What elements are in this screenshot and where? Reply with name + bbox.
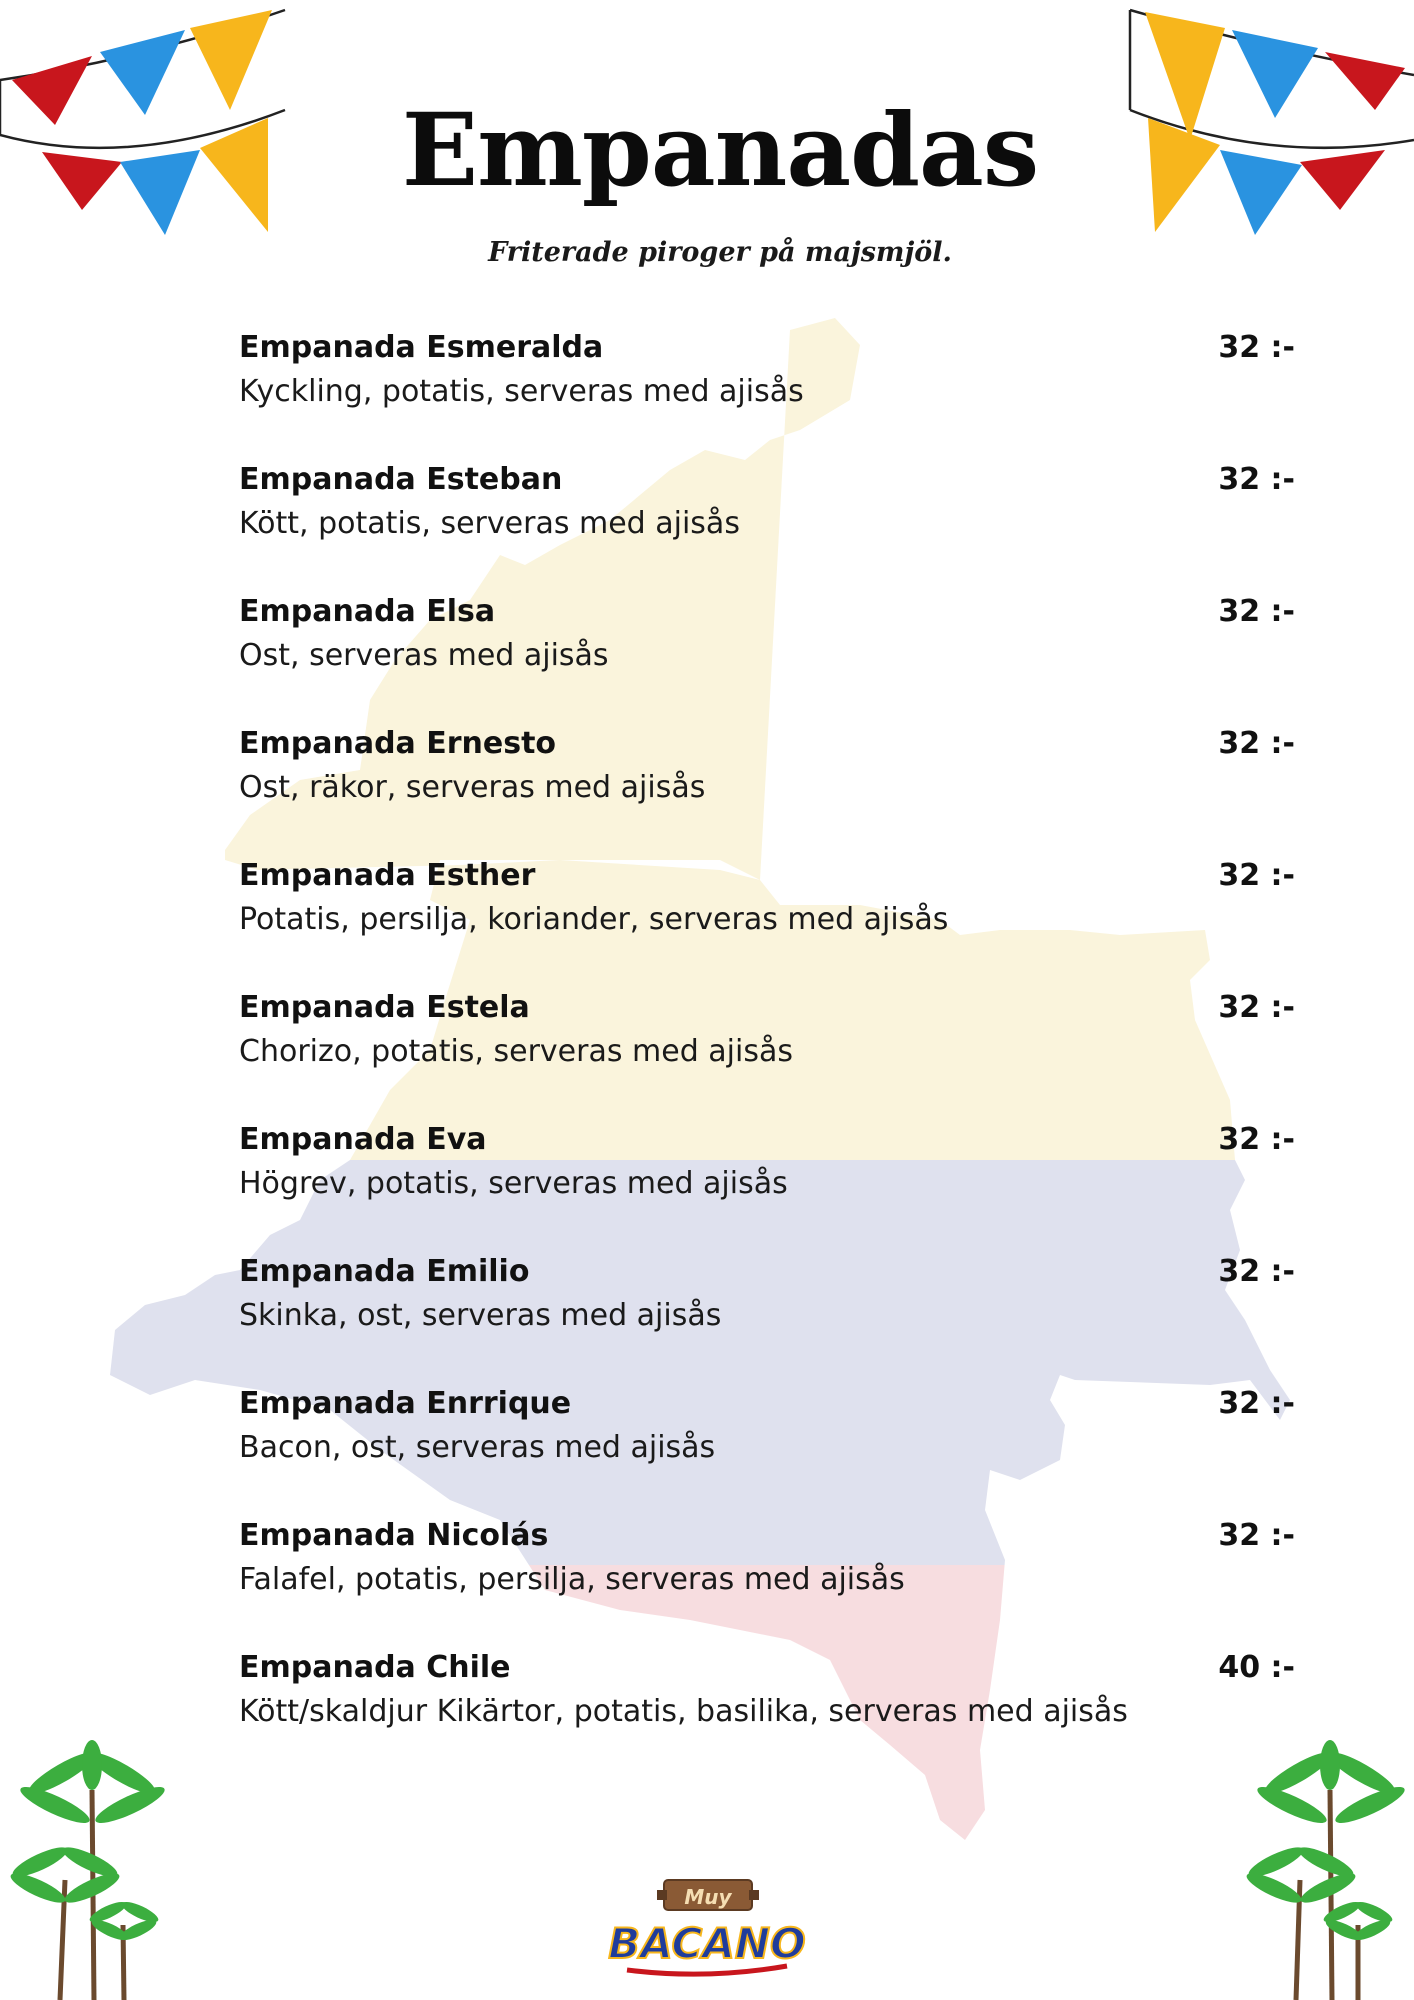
item-description: Högrev, potatis, serveras med ajisås bbox=[239, 1166, 788, 1201]
menu-item: Empanada Esteban 32 :- Kött, potatis, se… bbox=[239, 462, 1295, 594]
menu-item: Empanada Elsa 32 :- Ost, serveras med aj… bbox=[239, 594, 1295, 726]
menu-item: Empanada Ernesto 32 :- Ost, räkor, serve… bbox=[239, 726, 1295, 858]
item-price: 32 :- bbox=[1218, 330, 1295, 365]
item-name: Empanada Eva bbox=[239, 1122, 487, 1157]
item-price: 32 :- bbox=[1218, 462, 1295, 497]
item-description: Bacon, ost, serveras med ajisås bbox=[239, 1430, 716, 1465]
menu-item: Empanada Nicolás 32 :- Falafel, potatis,… bbox=[239, 1518, 1295, 1650]
item-name: Empanada Chile bbox=[239, 1650, 511, 1685]
menu-item: Empanada Esther 32 :- Potatis, persilja,… bbox=[239, 858, 1295, 990]
page-subtitle: Friterade piroger på majsmjöl. bbox=[488, 237, 952, 268]
menu-list: Empanada Esmeralda 32 :- Kyckling, potat… bbox=[239, 330, 1295, 1782]
item-description: Skinka, ost, serveras med ajisås bbox=[239, 1298, 722, 1333]
muy-bacano-logo: Muy BACANO bbox=[607, 1879, 807, 1977]
item-name: Empanada Esther bbox=[239, 858, 536, 893]
bunting-right-decoration bbox=[1128, 8, 1414, 235]
menu-item: Empanada Chile 40 :- Kött/skaldjur Kikär… bbox=[239, 1650, 1295, 1782]
item-name: Empanada Esteban bbox=[239, 462, 563, 497]
item-name: Empanada Emilio bbox=[239, 1254, 530, 1289]
item-price: 40 :- bbox=[1218, 1650, 1295, 1685]
page-title: Empanadas bbox=[401, 91, 1039, 209]
item-price: 32 :- bbox=[1218, 726, 1295, 761]
item-price: 32 :- bbox=[1218, 1518, 1295, 1553]
item-price: 32 :- bbox=[1218, 1386, 1295, 1421]
menu-item: Empanada Enrrique 32 :- Bacon, ost, serv… bbox=[239, 1386, 1295, 1518]
item-name: Empanada Estela bbox=[239, 990, 530, 1025]
item-description: Kyckling, potatis, serveras med ajisås bbox=[239, 374, 804, 409]
item-description: Falafel, potatis, persilja, serveras med… bbox=[239, 1562, 905, 1597]
item-description: Ost, serveras med ajisås bbox=[239, 638, 609, 673]
palm-trees-left-decoration bbox=[10, 1740, 165, 2000]
item-name: Empanada Nicolás bbox=[239, 1518, 549, 1553]
item-name: Empanada Elsa bbox=[239, 594, 496, 629]
item-price: 32 :- bbox=[1218, 990, 1295, 1025]
item-description: Kött/skaldjur Kikärtor, potatis, basilik… bbox=[239, 1694, 1128, 1729]
item-name: Empanada Ernesto bbox=[239, 726, 557, 761]
item-price: 32 :- bbox=[1218, 1254, 1295, 1289]
item-name: Empanada Enrrique bbox=[239, 1386, 572, 1421]
logo-top-text: Muy bbox=[684, 1885, 732, 1909]
menu-item: Empanada Esmeralda 32 :- Kyckling, potat… bbox=[239, 330, 1295, 462]
menu-item: Empanada Eva 32 :- Högrev, potatis, serv… bbox=[239, 1122, 1295, 1254]
item-price: 32 :- bbox=[1218, 858, 1295, 893]
menu-item: Empanada Emilio 32 :- Skinka, ost, serve… bbox=[239, 1254, 1295, 1386]
item-price: 32 :- bbox=[1218, 1122, 1295, 1157]
logo-main-text: BACANO bbox=[608, 1919, 805, 1968]
item-name: Empanada Esmeralda bbox=[239, 330, 604, 365]
menu-item: Empanada Estela 32 :- Chorizo, potatis, … bbox=[239, 990, 1295, 1122]
item-description: Potatis, persilja, koriander, serveras m… bbox=[239, 902, 949, 937]
item-description: Kött, potatis, serveras med ajisås bbox=[239, 506, 740, 541]
item-description: Ost, räkor, serveras med ajisås bbox=[239, 770, 706, 805]
bunting-left-decoration bbox=[0, 8, 286, 235]
item-description: Chorizo, potatis, serveras med ajisås bbox=[239, 1034, 793, 1069]
item-price: 32 :- bbox=[1218, 594, 1295, 629]
